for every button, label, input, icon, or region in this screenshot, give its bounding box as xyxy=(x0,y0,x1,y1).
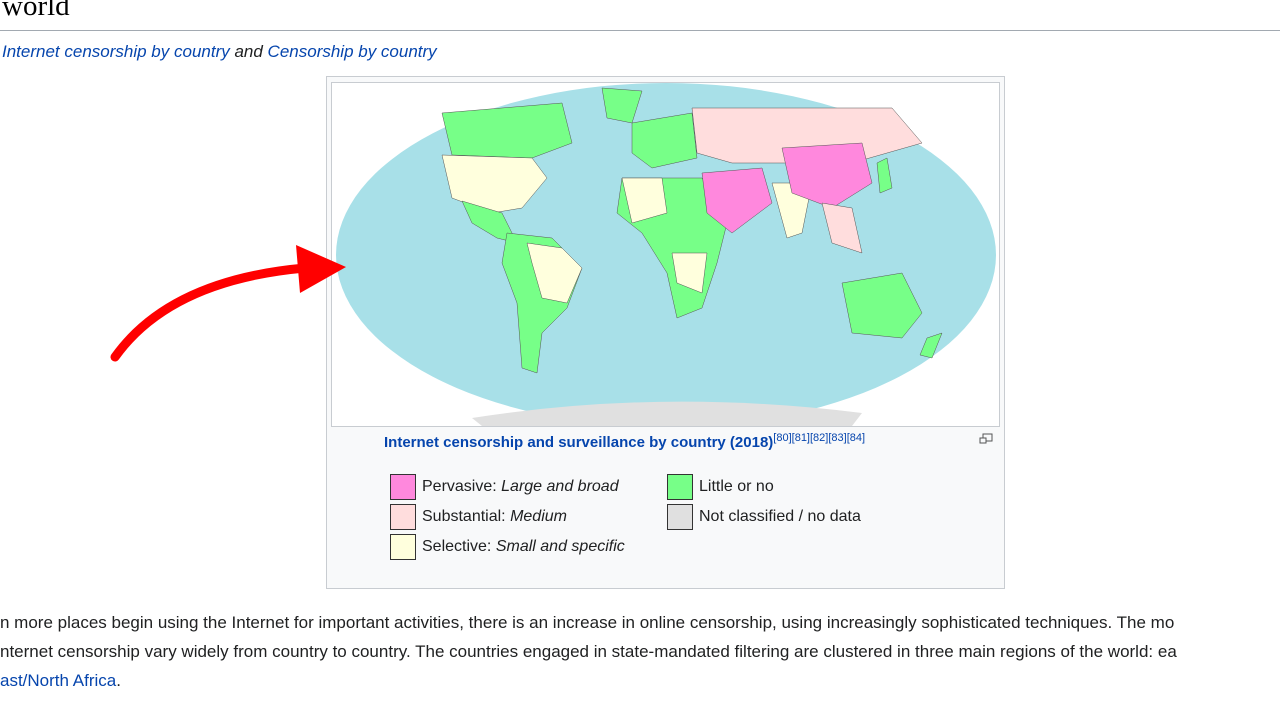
reference-links[interactable]: [80][81][82][83][84] xyxy=(773,432,866,444)
enlarge-icon[interactable] xyxy=(979,433,993,445)
link-censorship-by-country[interactable]: Censorship by country xyxy=(267,42,437,61)
legend-desc: Large and broad xyxy=(501,478,619,495)
world-censorship-map[interactable] xyxy=(331,82,1000,427)
caption-link[interactable]: Internet censorship and surveillance by … xyxy=(384,434,774,451)
link-middle-east-north-africa[interactable]: ast/North Africa xyxy=(0,671,117,690)
period: . xyxy=(116,671,121,690)
paragraph-line-1: n more places begin using the Internet f… xyxy=(0,613,1175,632)
hatnote-and: and xyxy=(229,42,268,61)
swatch-not-classified xyxy=(667,504,693,530)
swatch-substantial xyxy=(390,504,416,530)
legend-desc: Small and specific xyxy=(495,538,625,555)
legend-little-or-no: Little or no xyxy=(667,474,774,500)
legend-label: Pervasive: xyxy=(422,478,497,495)
swatch-pervasive xyxy=(390,474,416,500)
paragraph-line-2: nternet censorship vary widely from coun… xyxy=(0,642,1177,661)
swatch-selective xyxy=(390,534,416,560)
heading-divider xyxy=(0,30,1280,31)
red-arrow-annotation xyxy=(110,245,346,362)
link-internet-censorship-by-country[interactable]: Internet censorship by country xyxy=(2,42,230,61)
legend-label: Not classified / no data xyxy=(699,508,861,525)
legend-label: Little or no xyxy=(699,478,774,495)
section-heading: world xyxy=(2,0,70,22)
legend-label: Selective: xyxy=(422,538,492,555)
legend-substantial: Substantial: Medium xyxy=(390,504,567,530)
swatch-little xyxy=(667,474,693,500)
paragraph-line-3: ast/North Africa. xyxy=(0,671,121,691)
legend-pervasive: Pervasive: Large and broad xyxy=(390,474,619,500)
legend-desc: Medium xyxy=(510,508,567,525)
legend-label: Substantial: xyxy=(422,508,506,525)
figure-caption: Internet censorship and surveillance by … xyxy=(384,432,865,451)
map-figure: Internet censorship and surveillance by … xyxy=(326,76,1005,589)
hatnote: Internet censorship by country and Censo… xyxy=(2,42,437,62)
legend-not-classified: Not classified / no data xyxy=(667,504,861,530)
legend-selective: Selective: Small and specific xyxy=(390,534,625,560)
